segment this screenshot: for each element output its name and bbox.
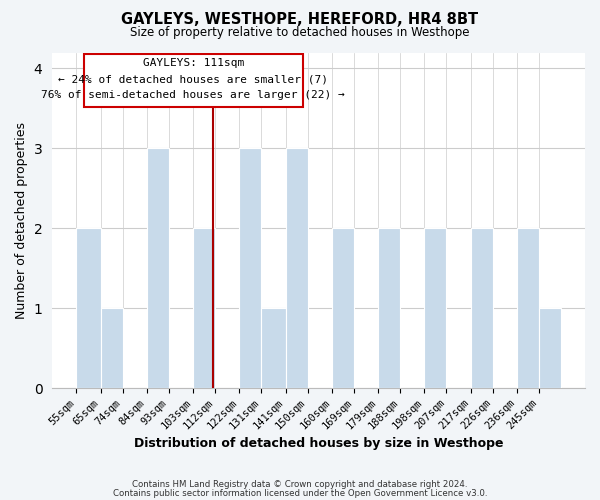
Bar [378, 228, 400, 388]
Text: ← 24% of detached houses are smaller (7): ← 24% of detached houses are smaller (7) [58, 74, 328, 84]
Bar [262, 308, 286, 388]
Bar [147, 148, 169, 388]
Bar [424, 228, 446, 388]
FancyBboxPatch shape [83, 54, 303, 107]
Bar [471, 228, 493, 388]
Bar [517, 228, 539, 388]
Bar [76, 228, 101, 388]
Bar [539, 308, 561, 388]
Text: Contains public sector information licensed under the Open Government Licence v3: Contains public sector information licen… [113, 489, 487, 498]
Text: Contains HM Land Registry data © Crown copyright and database right 2024.: Contains HM Land Registry data © Crown c… [132, 480, 468, 489]
Bar [332, 228, 354, 388]
Bar [193, 228, 215, 388]
Text: GAYLEYS: 111sqm: GAYLEYS: 111sqm [143, 58, 244, 68]
Bar [286, 148, 308, 388]
Bar [101, 308, 122, 388]
X-axis label: Distribution of detached houses by size in Westhope: Distribution of detached houses by size … [134, 437, 503, 450]
Bar [239, 148, 262, 388]
Text: 76% of semi-detached houses are larger (22) →: 76% of semi-detached houses are larger (… [41, 90, 345, 100]
Text: Size of property relative to detached houses in Westhope: Size of property relative to detached ho… [130, 26, 470, 39]
Text: GAYLEYS, WESTHOPE, HEREFORD, HR4 8BT: GAYLEYS, WESTHOPE, HEREFORD, HR4 8BT [121, 12, 479, 28]
Y-axis label: Number of detached properties: Number of detached properties [15, 122, 28, 319]
